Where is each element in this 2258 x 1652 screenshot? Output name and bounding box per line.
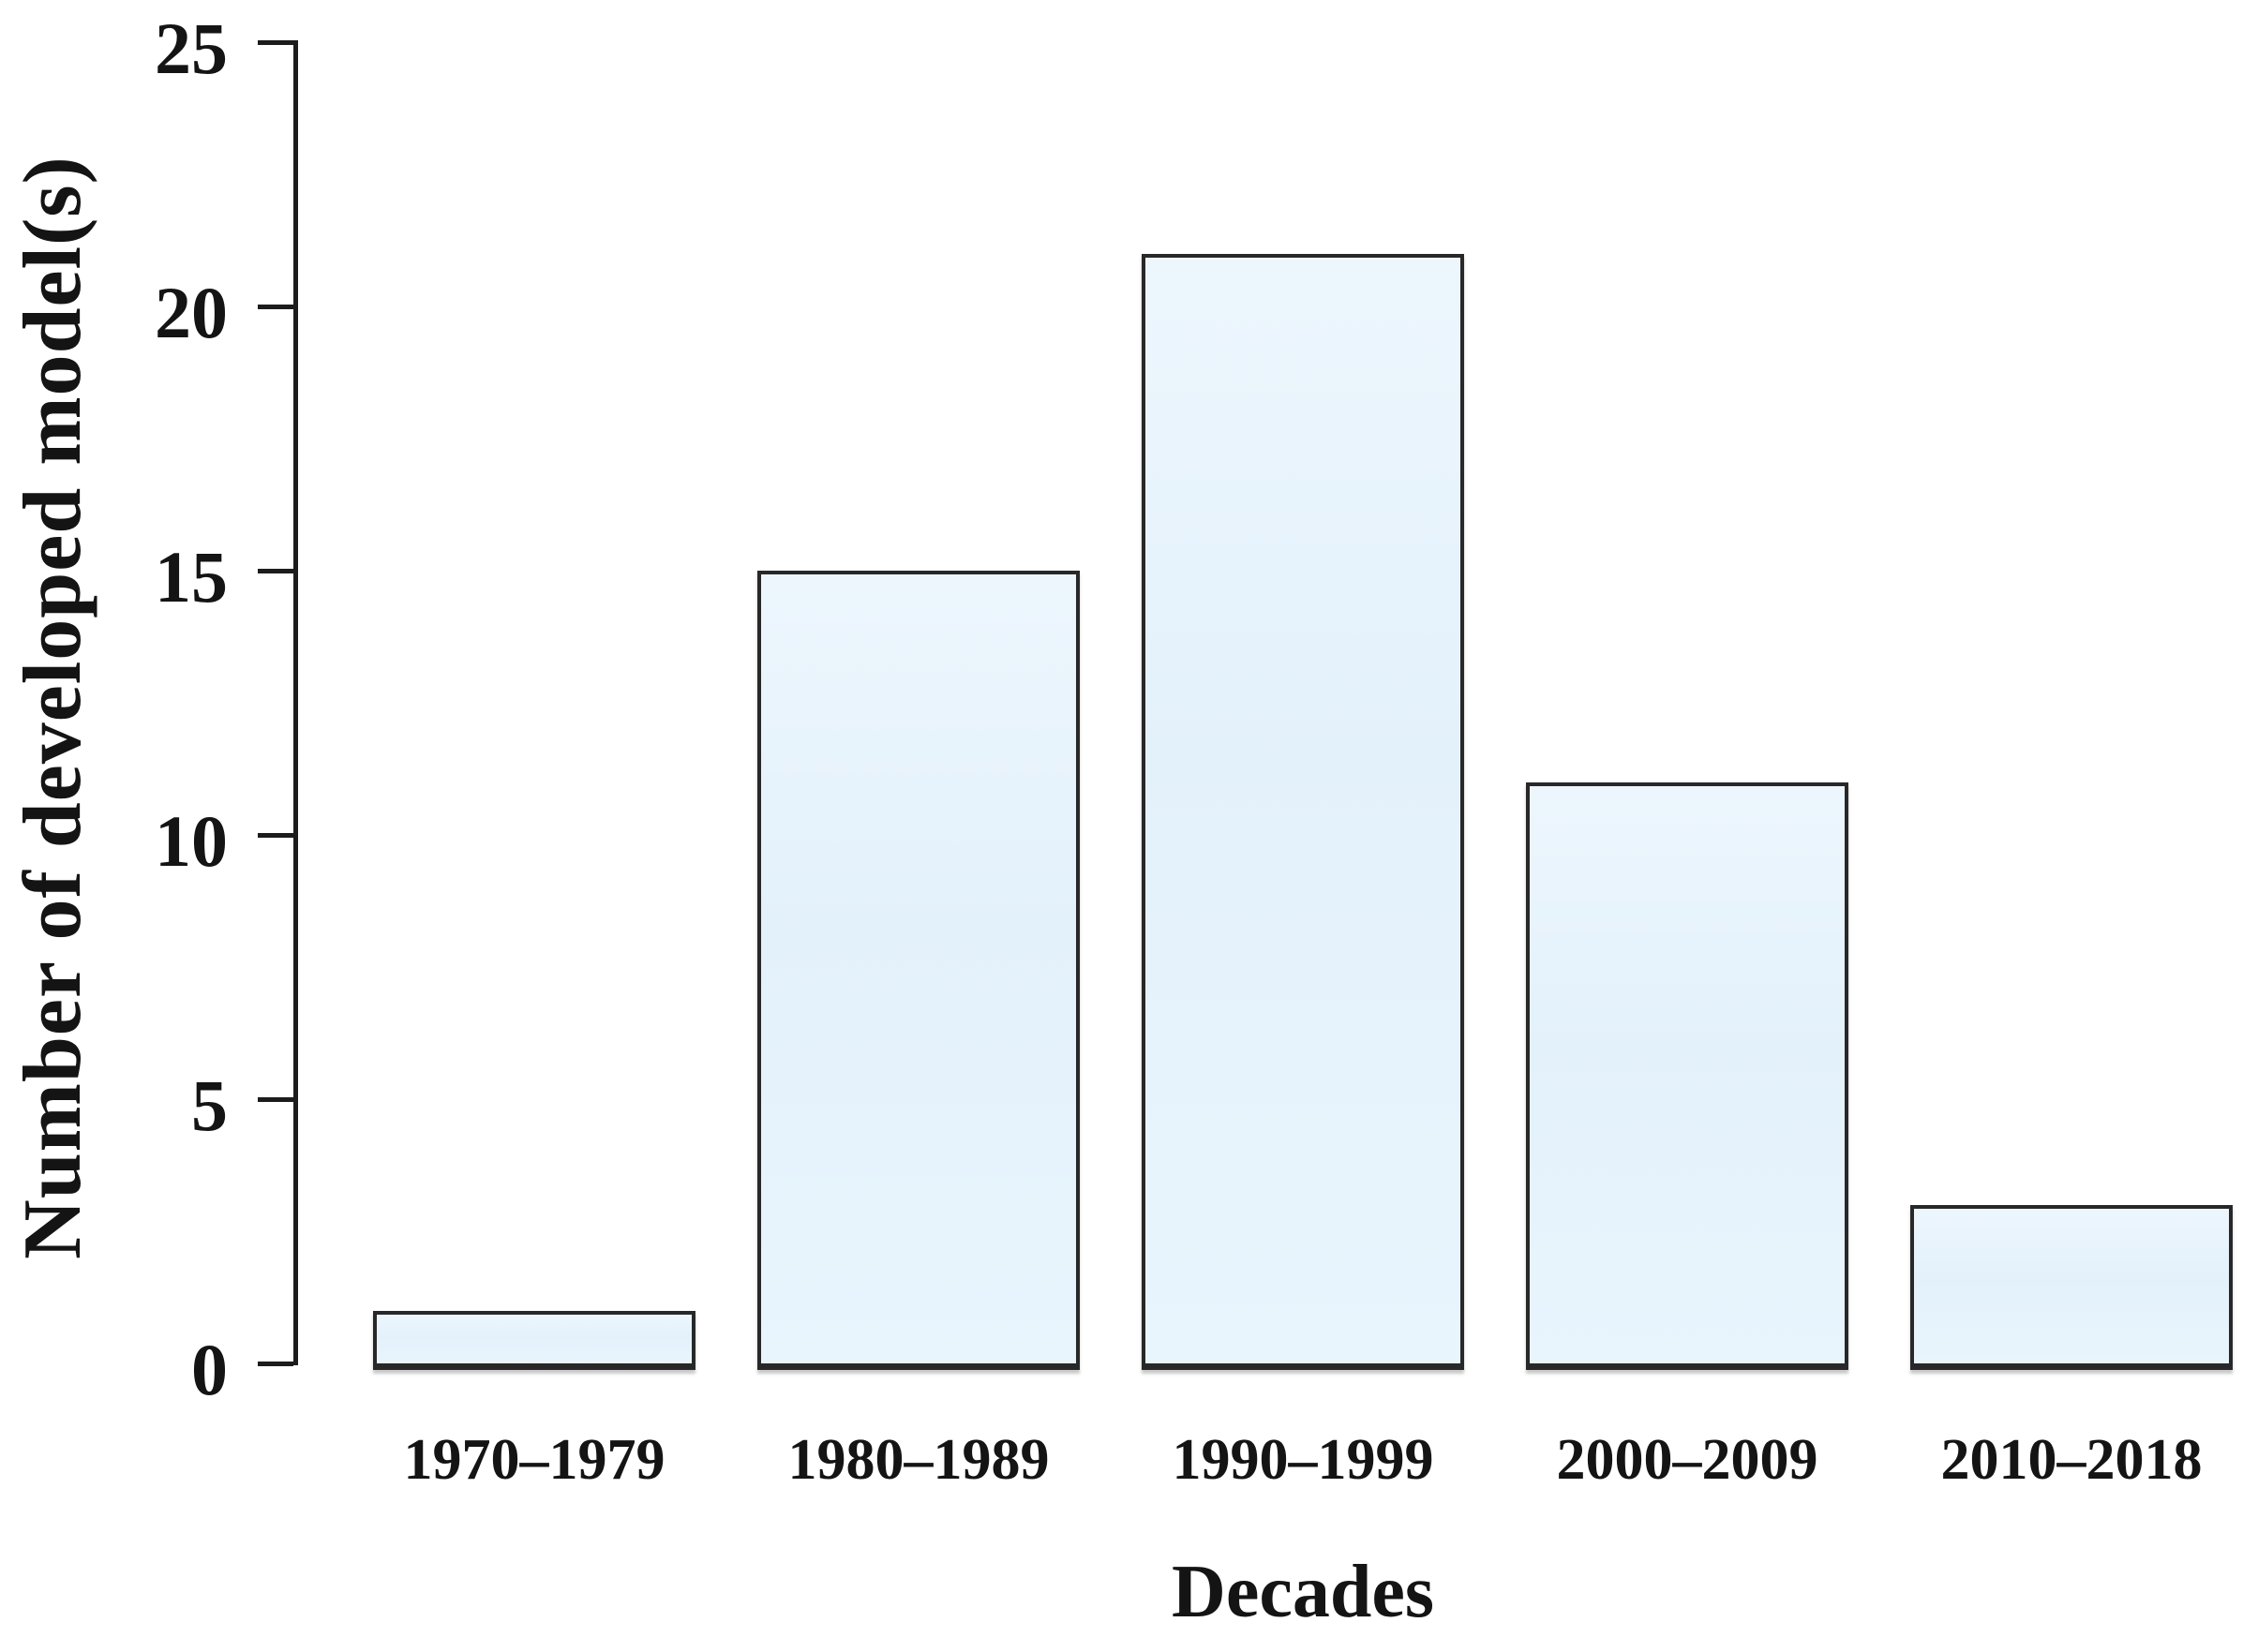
y-tick-label: 15	[155, 536, 228, 618]
y-tick-label: 20	[155, 272, 228, 353]
y-axis-line	[293, 40, 298, 1365]
x-tick-label: 2010–2018	[1940, 1428, 2203, 1492]
bar-1980–1989	[757, 571, 1080, 1370]
y-tick-label: 10	[155, 800, 228, 882]
x-tick-label: 1980–1989	[787, 1428, 1050, 1492]
y-tick-label: 25	[155, 7, 228, 89]
x-tick-label: 1970–1979	[403, 1428, 665, 1492]
y-tick-mark	[258, 305, 293, 309]
y-tick-mark	[258, 1362, 293, 1366]
y-tick-label: 5	[191, 1064, 228, 1146]
y-tick-mark	[258, 569, 293, 573]
x-axis-title: Decades	[1172, 1551, 1434, 1633]
bar-1990–1999	[1142, 254, 1464, 1370]
y-tick-mark	[258, 833, 293, 838]
y-tick-mark	[258, 40, 293, 45]
y-tick-mark	[258, 1097, 293, 1102]
bar-2010–2018	[1910, 1205, 2233, 1370]
y-tick-label: 0	[191, 1329, 228, 1410]
bar-2000–2009	[1526, 782, 1848, 1370]
x-tick-label: 2000–2009	[1556, 1428, 1818, 1492]
x-tick-label: 1990–1999	[1172, 1428, 1434, 1492]
bar-1970–1979	[373, 1311, 695, 1370]
